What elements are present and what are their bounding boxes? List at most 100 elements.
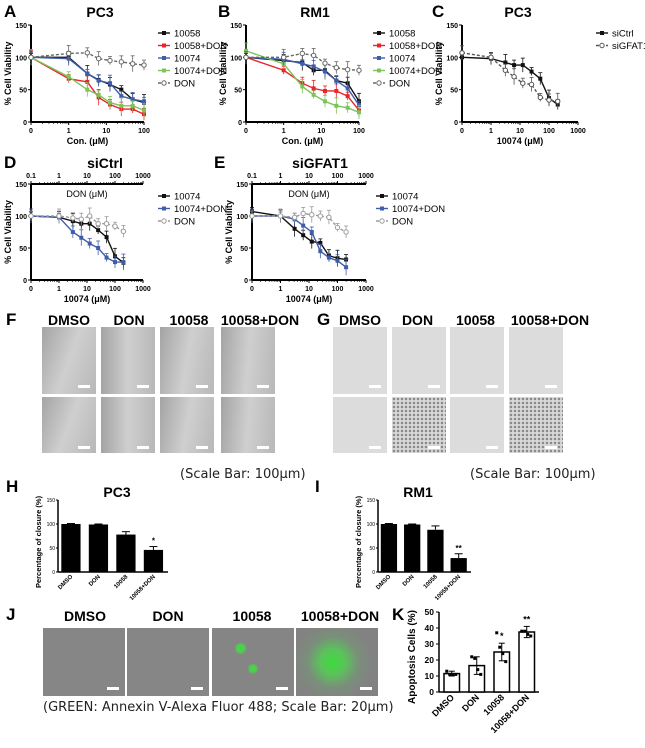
chart-d-title: siCtrl bbox=[87, 155, 123, 171]
svg-text:DON (μM): DON (μM) bbox=[66, 189, 107, 199]
legend-item-10074: 10074 bbox=[158, 192, 200, 203]
svg-text:10: 10 bbox=[317, 128, 325, 135]
svg-text:10074 (μM): 10074 (μM) bbox=[286, 294, 333, 304]
svg-text:DON: DON bbox=[402, 574, 416, 588]
j-col-don: DON bbox=[152, 608, 184, 624]
legend-item-10074-don: 10074+DON bbox=[376, 204, 445, 215]
svg-text:1: 1 bbox=[67, 128, 71, 135]
scale-bar bbox=[191, 687, 203, 690]
scale-bar bbox=[486, 446, 498, 449]
legend-item-10074-don: 10074+DON bbox=[158, 66, 227, 77]
legend-item-don: DON bbox=[373, 79, 410, 90]
svg-text:Percentage of closure (%): Percentage of closure (%) bbox=[354, 495, 363, 588]
scale-bar bbox=[545, 446, 557, 449]
legend-item-10058: 10058 bbox=[373, 29, 415, 40]
svg-text:% Cell Viability: % Cell Viability bbox=[434, 42, 444, 106]
g-col-dmso: DMSO bbox=[339, 312, 381, 328]
svg-text:0: 0 bbox=[429, 687, 434, 697]
scale-bar bbox=[545, 385, 557, 388]
panel-label-f: F bbox=[6, 310, 17, 329]
g-scale-caption: (Scale Bar: 100μm) bbox=[470, 467, 596, 482]
legend-item-10074-don: 10074+DON bbox=[373, 66, 442, 77]
svg-text:Apoptosis Cells (%): Apoptosis Cells (%) bbox=[407, 610, 418, 704]
j-image-r1-c3 bbox=[212, 628, 294, 696]
chart-b-title: RM1 bbox=[300, 4, 330, 20]
svg-text:50: 50 bbox=[19, 246, 27, 253]
j-col-10058-don: 10058+DON bbox=[300, 608, 380, 624]
svg-text:50: 50 bbox=[369, 546, 375, 552]
svg-text:10: 10 bbox=[305, 286, 313, 293]
svg-text:DON: DON bbox=[174, 79, 195, 90]
svg-text:1000: 1000 bbox=[358, 286, 374, 293]
chart-c-title: PC3 bbox=[504, 4, 532, 20]
g-image-r1-c4 bbox=[509, 327, 563, 394]
svg-text:1: 1 bbox=[282, 128, 286, 135]
svg-text:100: 100 bbox=[15, 55, 27, 62]
svg-text:0: 0 bbox=[52, 570, 55, 576]
j-image-r1-c4 bbox=[296, 628, 378, 696]
closure-bar-charts: 0 50 100 150 DMSO DON 10058 * 10058+DON Percentag… bbox=[34, 495, 471, 600]
svg-text:10074: 10074 bbox=[389, 54, 415, 65]
f-image-r1-c1 bbox=[42, 327, 96, 394]
svg-text:150: 150 bbox=[47, 498, 56, 504]
svg-text:100: 100 bbox=[230, 55, 242, 62]
svg-text:100: 100 bbox=[138, 128, 150, 135]
svg-text:10058: 10058 bbox=[174, 29, 200, 40]
svg-text:10: 10 bbox=[102, 128, 110, 135]
svg-text:% Cell Viability: % Cell Viability bbox=[224, 200, 234, 264]
scale-bar bbox=[196, 385, 208, 388]
j-col-dmso: DMSO bbox=[64, 608, 106, 624]
panel-label-j: J bbox=[6, 605, 16, 624]
legend-item-sigfat1: siGFAT1 bbox=[596, 41, 645, 52]
scale-bar bbox=[78, 385, 90, 388]
g-image-r2-c2 bbox=[392, 397, 446, 453]
svg-text:1000: 1000 bbox=[570, 128, 586, 135]
svg-text:150: 150 bbox=[15, 182, 27, 189]
svg-text:DON: DON bbox=[392, 217, 413, 228]
svg-text:10: 10 bbox=[516, 128, 524, 135]
svg-text:50: 50 bbox=[240, 246, 248, 253]
f-image-r2-c2 bbox=[101, 397, 155, 453]
svg-text:10: 10 bbox=[83, 286, 91, 293]
svg-text:100: 100 bbox=[47, 522, 56, 528]
panel-label-i: I bbox=[315, 477, 320, 496]
chart-h-title: PC3 bbox=[103, 484, 131, 500]
g-image-r2-c1 bbox=[333, 397, 387, 453]
svg-text:% Cell Viability: % Cell Viability bbox=[218, 42, 228, 106]
svg-text:1: 1 bbox=[279, 286, 283, 293]
svg-text:100: 100 bbox=[15, 214, 27, 221]
scale-bar bbox=[257, 446, 269, 449]
scale-bar bbox=[196, 446, 208, 449]
svg-text:1: 1 bbox=[279, 173, 283, 180]
scale-bar bbox=[137, 385, 149, 388]
svg-text:10074: 10074 bbox=[174, 192, 200, 203]
svg-text:1000: 1000 bbox=[358, 173, 374, 180]
svg-text:0.1: 0.1 bbox=[26, 173, 36, 180]
svg-text:150: 150 bbox=[236, 182, 248, 189]
svg-text:10058+DON: 10058+DON bbox=[389, 41, 442, 52]
legend-item-10074: 10074 bbox=[376, 192, 418, 203]
scale-bar bbox=[428, 385, 440, 388]
j-image-r1-c1 bbox=[43, 628, 125, 696]
svg-text:DON (μM): DON (μM) bbox=[288, 189, 329, 199]
svg-text:10: 10 bbox=[83, 173, 91, 180]
svg-text:100: 100 bbox=[236, 214, 248, 221]
g-image-r2-c3 bbox=[450, 397, 504, 453]
svg-text:10: 10 bbox=[425, 671, 435, 681]
svg-text:**: ** bbox=[523, 614, 531, 624]
svg-text:50: 50 bbox=[19, 88, 27, 95]
svg-text:0: 0 bbox=[454, 120, 458, 127]
svg-text:*: * bbox=[500, 631, 504, 641]
svg-text:0: 0 bbox=[244, 278, 248, 285]
scale-bar bbox=[137, 446, 149, 449]
svg-text:100: 100 bbox=[543, 128, 555, 135]
scale-bar bbox=[369, 446, 381, 449]
svg-text:0: 0 bbox=[29, 286, 33, 293]
panel-label-d: D bbox=[4, 153, 17, 172]
svg-text:50: 50 bbox=[49, 546, 55, 552]
f-col-10058-don: 10058+DON bbox=[220, 312, 300, 328]
svg-text:Con. (μM): Con. (μM) bbox=[67, 136, 109, 146]
svg-text:10074: 10074 bbox=[392, 192, 418, 203]
